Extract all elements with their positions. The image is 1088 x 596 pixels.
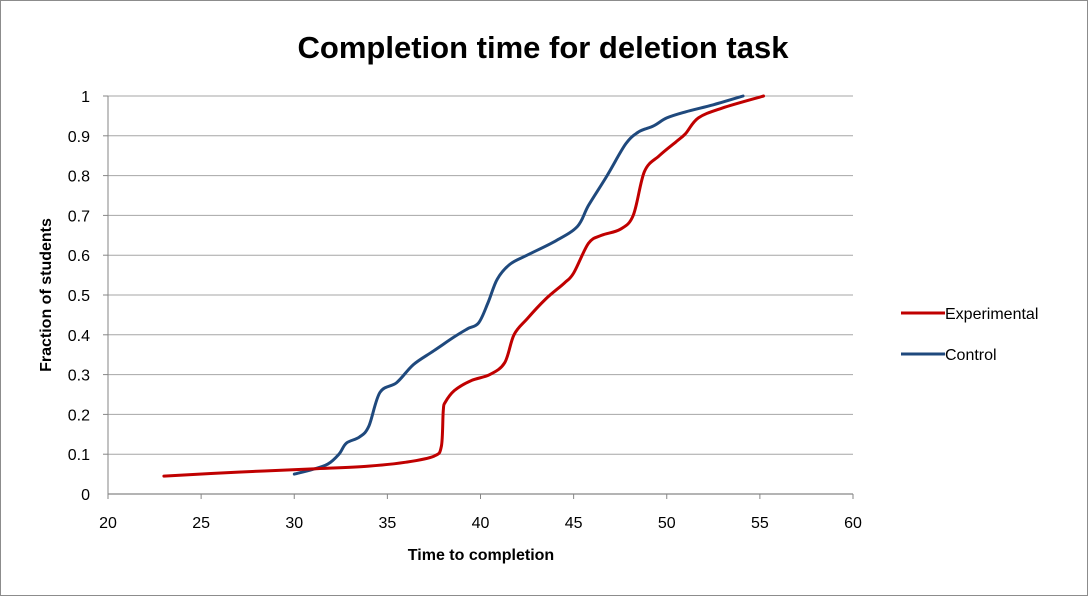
x-axis-tick-labels: 20 25 30 35 40 45 50 55 60 xyxy=(99,515,862,532)
legend-label-control: Control xyxy=(945,347,997,364)
series-line-experimental xyxy=(162,94,766,478)
y-axis-label: Fraction of students xyxy=(38,218,55,372)
legend-label-experimental: Experimental xyxy=(945,306,1038,323)
y-tick-label: 0.8 xyxy=(68,169,90,186)
y-tick-label: 0.2 xyxy=(68,407,90,424)
x-tick-label: 30 xyxy=(285,515,303,532)
y-tick-label: 0.5 xyxy=(68,288,90,305)
x-axis-label: Time to completion xyxy=(408,547,554,564)
x-tick-label: 60 xyxy=(844,515,862,532)
series-lines xyxy=(162,94,766,478)
x-tick-label: 35 xyxy=(378,515,396,532)
x-tick-label: 20 xyxy=(99,515,117,532)
x-tick-label: 25 xyxy=(192,515,210,532)
series-line-control xyxy=(292,94,745,476)
x-tick-label: 50 xyxy=(658,515,676,532)
y-tick-label: 0.3 xyxy=(68,368,90,385)
y-tick-label: 0.7 xyxy=(68,208,90,225)
y-tick-label: 0.9 xyxy=(68,129,90,146)
y-tick-label: 0.6 xyxy=(68,248,90,265)
y-tick-label: 0.4 xyxy=(68,328,90,345)
x-tick-label: 45 xyxy=(565,515,583,532)
chart-title: Completion time for deletion task xyxy=(298,30,790,65)
y-axis-tick-labels: 0 0.1 0.2 0.3 0.4 0.5 0.6 0.7 0.8 0.9 1 xyxy=(68,89,90,504)
y-tick-label: 1 xyxy=(81,89,90,106)
x-tick-label: 40 xyxy=(472,515,490,532)
x-tick-label: 55 xyxy=(751,515,769,532)
gridlines xyxy=(103,95,854,499)
legend: Experimental Control xyxy=(901,306,1038,364)
y-tick-label: 0.1 xyxy=(68,447,90,464)
y-tick-label: 0 xyxy=(81,487,90,504)
